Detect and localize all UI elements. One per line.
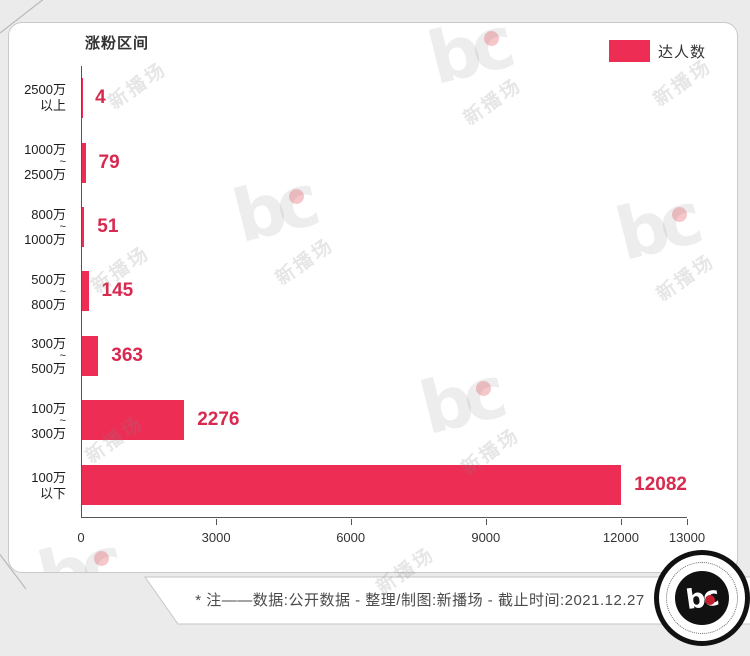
x-tick	[687, 519, 688, 525]
bar-value-label: 4	[95, 87, 106, 109]
bar	[82, 400, 185, 441]
category-label-line: 2500万	[24, 167, 66, 183]
category-label-line: 500万	[31, 361, 66, 377]
bar-row: 145	[82, 259, 687, 323]
category-label-line: 以下	[39, 485, 66, 501]
category-label: 2500万 以上	[9, 66, 73, 131]
chart-card: 涨粉区间 达人数 2500万 以上 1000万 ~2500万 800万 ~1000万 500…	[8, 22, 738, 573]
category-label: 500万 ~800万	[9, 260, 73, 325]
x-tick-label: 3000	[201, 530, 231, 545]
category-label: 1000万 ~2500万	[9, 131, 73, 196]
category-label-line: ~	[59, 285, 66, 298]
logo-red-dot-icon	[705, 595, 715, 605]
bar	[82, 464, 622, 505]
category-label-line: 以上	[39, 98, 66, 114]
x-tick	[350, 519, 352, 525]
bar-value-label: 145	[101, 280, 134, 302]
legend-swatch	[609, 40, 650, 62]
plot-area: 4 79 51 145 363 2276 12082	[81, 66, 687, 518]
bar-value-label: 51	[97, 216, 119, 238]
bar-value-label: 79	[98, 151, 120, 173]
category-label-line: 500万	[31, 271, 66, 287]
bar-row: 363	[82, 324, 687, 388]
bar	[82, 271, 89, 312]
category-label: 800万 ~1000万	[9, 195, 73, 260]
bar-row: 51	[82, 195, 687, 259]
bar-row: 12082	[82, 453, 687, 517]
brand-logo: bc	[654, 550, 750, 646]
legend-label: 达人数	[658, 43, 707, 61]
y-axis-title: 涨粉区间	[85, 35, 150, 52]
bar-value-label: 2276	[197, 409, 240, 431]
x-axis: 0 3000 6000 9000 12000 13000	[77, 518, 705, 560]
category-label-line: 100万	[31, 400, 66, 416]
category-label-line: 800万	[31, 296, 66, 312]
legend: 达人数	[609, 40, 706, 62]
x-tick	[620, 519, 622, 525]
category-label-line: 300万	[31, 425, 66, 441]
y-axis-labels: 2500万 以上 1000万 ~2500万 800万 ~1000万 500万 ~800万 300…	[9, 66, 73, 518]
category-label-line: 1000万	[24, 142, 66, 158]
x-tick-label: 6000	[336, 530, 366, 545]
category-label-line: 2500万	[24, 82, 66, 98]
x-tick-label: 12000	[602, 530, 640, 545]
watermark-red-dot-icon	[484, 31, 499, 46]
x-tick	[485, 519, 487, 525]
category-label-line: 100万	[31, 469, 66, 485]
category-label-line: ~	[59, 414, 66, 427]
category-label: 100万 以下	[9, 453, 73, 518]
category-label: 300万 ~500万	[9, 324, 73, 389]
category-label-line: ~	[59, 156, 66, 169]
category-label-line: ~	[59, 350, 66, 363]
footer-note: * 注——数据:公开数据 - 整理/制图:新播场 - 截止时间:2021.12.…	[195, 592, 645, 609]
category-label-line: 1000万	[24, 231, 66, 247]
bar	[82, 335, 99, 376]
bar	[82, 142, 86, 183]
category-label-line: 800万	[31, 206, 66, 222]
bar-row: 4	[82, 66, 687, 130]
x-tick	[216, 519, 218, 525]
bar-row: 79	[82, 130, 687, 194]
bar	[82, 207, 85, 248]
logo-core-circle: bc	[675, 571, 729, 625]
x-tick-label: 13000	[668, 530, 706, 545]
category-label-line: 300万	[31, 336, 66, 352]
category-label-line: ~	[59, 220, 66, 233]
bar-value-label: 12082	[634, 473, 687, 495]
bar-value-label: 363	[111, 344, 143, 366]
category-label: 100万 ~300万	[9, 389, 73, 454]
bar-row: 2276	[82, 388, 687, 452]
x-tick-label: 9000	[471, 530, 501, 545]
x-tick-label: 0	[77, 530, 85, 545]
